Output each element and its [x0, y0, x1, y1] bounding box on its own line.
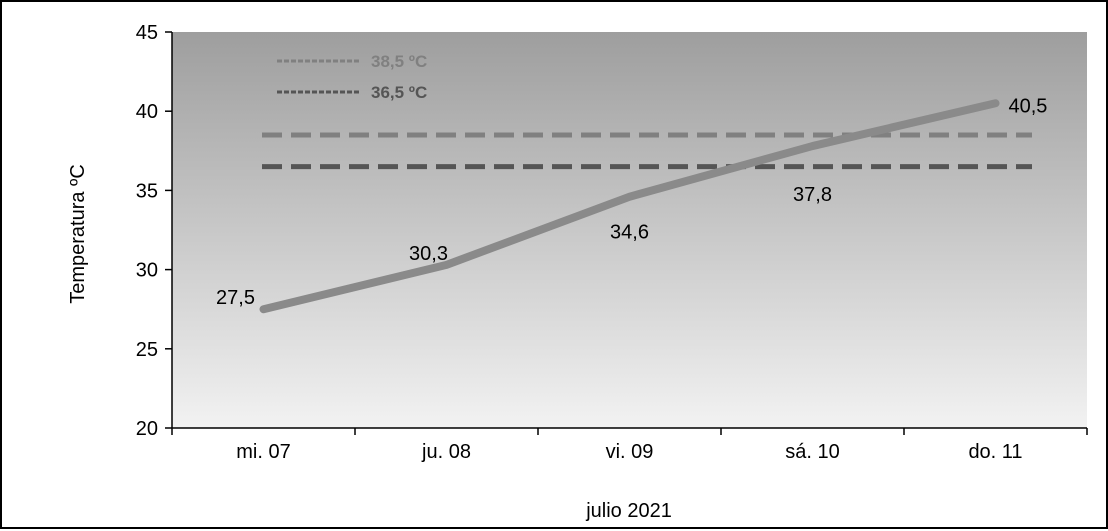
y-tick-label: 45: [136, 22, 158, 44]
plot-area: [172, 32, 1087, 428]
data-point: [262, 308, 265, 311]
x-axis-title: julio 2021: [585, 500, 672, 522]
x-tick-label: ju. 08: [421, 441, 471, 463]
y-tick-label: 20: [136, 418, 158, 440]
data-point: [811, 145, 814, 148]
data-label: 34,6: [610, 222, 649, 244]
y-tick-label: 35: [136, 180, 158, 202]
data-label: 27,5: [216, 287, 255, 309]
data-label: 40,5: [1009, 95, 1048, 117]
y-tick-label: 30: [136, 260, 158, 282]
x-tick-label: vi. 09: [606, 441, 654, 463]
legend-label: 36,5 ºC: [371, 83, 427, 102]
data-point: [994, 102, 997, 105]
y-axis-title: Temperatura ºC: [67, 164, 89, 304]
y-tick-label: 40: [136, 101, 158, 123]
legend-label: 38,5 ºC: [371, 52, 427, 71]
data-label: 30,3: [409, 243, 448, 265]
y-tick-label: 25: [136, 339, 158, 361]
x-tick-label: do. 11: [968, 441, 1022, 463]
data-label: 37,8: [793, 184, 832, 206]
data-point: [445, 263, 448, 266]
x-tick-label: mi. 07: [236, 441, 290, 463]
data-point: [628, 195, 631, 198]
legend: 38,5 ºC 36,5 ºC: [277, 52, 427, 102]
x-tick-label: sá. 10: [785, 441, 839, 463]
